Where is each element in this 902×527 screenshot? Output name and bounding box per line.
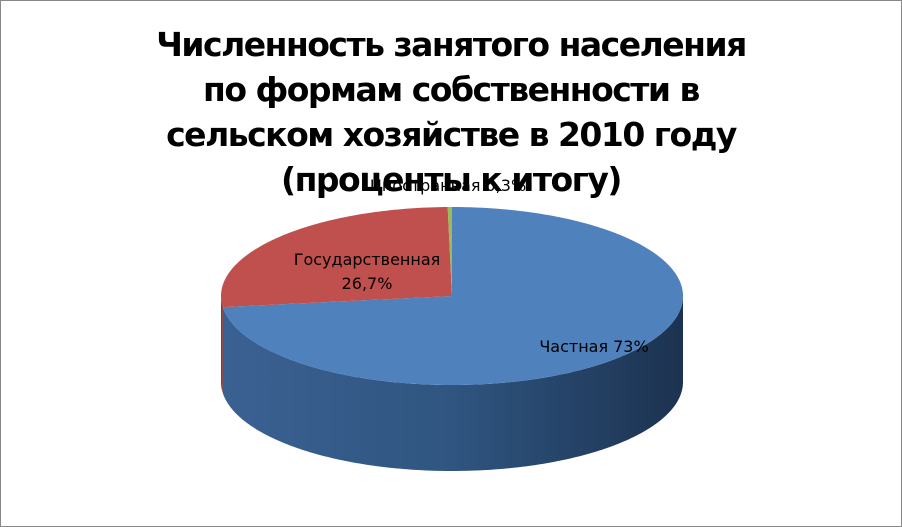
data-label: Частная 73%	[539, 337, 648, 356]
label-category: Иностранная	[370, 176, 481, 195]
slice	[222, 207, 683, 385]
label-category: Государственная	[294, 250, 441, 269]
slice-side	[222, 296, 683, 471]
label-value: 73%	[613, 337, 649, 356]
label-category: Частная	[539, 337, 608, 356]
slice	[221, 207, 452, 308]
slice-side	[221, 296, 223, 394]
chart-title: Численность занятого населения по формам…	[156, 25, 747, 199]
slice	[447, 207, 452, 296]
data-label: Государственная 26,7%	[294, 250, 441, 293]
data-label: Иностранная 0,3%	[370, 176, 526, 195]
label-value: 26,7%	[342, 274, 393, 293]
label-value: 0,3%	[486, 176, 527, 195]
